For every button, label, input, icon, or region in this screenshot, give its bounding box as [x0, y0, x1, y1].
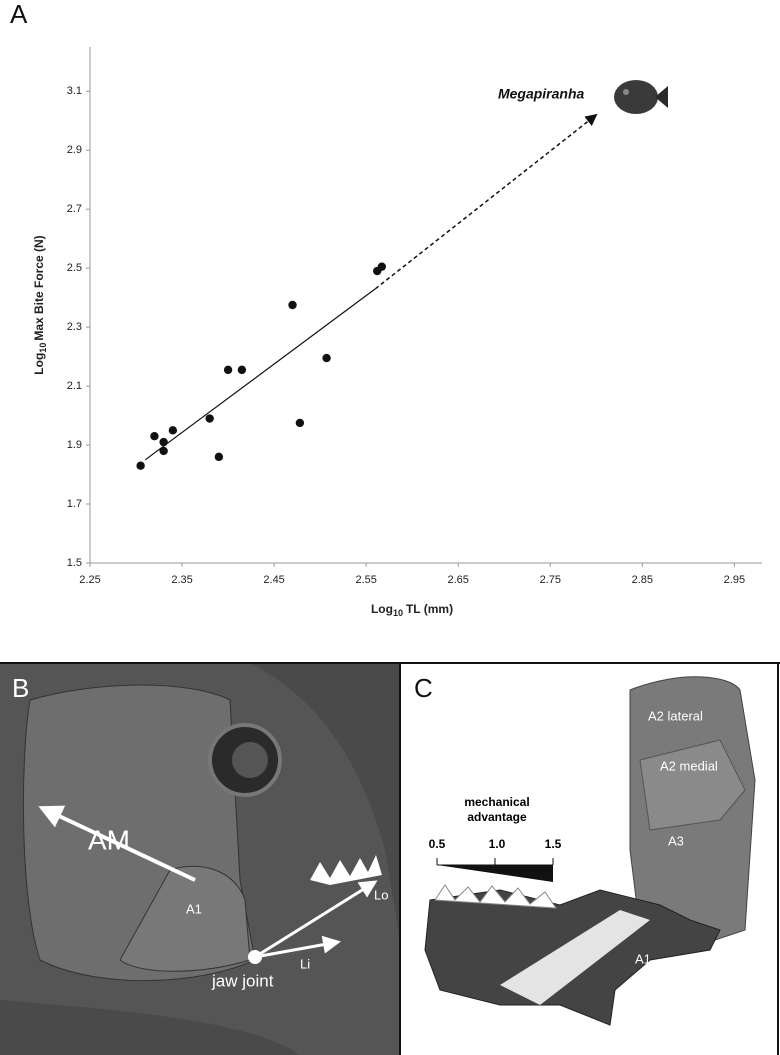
annotation-point [595, 114, 597, 116]
megapiranha-icon [614, 80, 668, 114]
x-label-main: Log [371, 602, 393, 616]
y-tick-label: 2.1 [67, 380, 82, 392]
y-tick-label: 2.9 [67, 144, 82, 156]
muscle-label: A2 medial [660, 758, 718, 773]
y-tick-label: 2.7 [67, 203, 82, 215]
y-tick-label: 1.7 [67, 498, 82, 510]
lever-label: Lo [374, 887, 388, 902]
data-point [377, 262, 387, 271]
x-tick-label: 2.95 [724, 574, 745, 586]
data-point [136, 461, 145, 470]
x-tick-label: 2.25 [79, 574, 100, 586]
panel-b: B AM A1 Lo Li jaw joint [0, 663, 400, 1055]
data-point [150, 432, 159, 441]
x-tick-label: 2.75 [540, 574, 561, 586]
y-axis-label: Log10 Max Bite Force (N) [32, 235, 48, 374]
extrapolation-line [374, 113, 598, 290]
y-tick-label: 3.1 [67, 85, 82, 97]
lever-label: Li [300, 956, 310, 971]
x-tick-label: 2.85 [632, 574, 653, 586]
y-tick-label: 1.5 [67, 557, 82, 569]
scatter-chart: 1.5 1.7 1.9 2.1 2.3 2.5 2.7 2.9 3.1 2.25 2.35 2.45 2… [67, 47, 762, 586]
y-label-rest: Max Bite Force (N) [32, 235, 46, 340]
data-point [168, 426, 178, 435]
x-tick-label: 2.65 [448, 574, 469, 586]
y-label-main: Log [32, 353, 46, 375]
y-tick-label: 1.9 [67, 439, 82, 451]
scale-tick: 1.0 [489, 837, 506, 851]
scale-tick: 0.5 [429, 837, 446, 851]
data-point [159, 446, 168, 456]
scale-title: mechanical [464, 795, 529, 809]
panel-label: B [12, 673, 29, 703]
data-point [214, 452, 224, 462]
annotation-label: Megapiranha [498, 86, 585, 102]
data-point [205, 414, 214, 423]
scale-title: advantage [467, 810, 527, 824]
scale-tick: 1.5 [545, 837, 562, 851]
panel-c: C A2 lateral A2 medial A3 A1 mechanical … [400, 663, 780, 1055]
trend-line [144, 288, 376, 461]
data-point [295, 418, 305, 428]
muscle-label: A3 [668, 833, 684, 848]
x-tick-label: 2.55 [355, 574, 376, 586]
y-tick-label: 2.5 [67, 262, 82, 274]
y-tick-label: 2.3 [67, 321, 82, 333]
data-point [237, 365, 247, 375]
x-label-rest: TL (mm) [406, 602, 453, 616]
data-point [159, 437, 168, 447]
x-tick-label: 2.45 [263, 574, 284, 586]
joint-label: jaw joint [211, 971, 274, 990]
muscle-label: A1 [635, 951, 651, 966]
muscle-label: A1 [186, 901, 202, 916]
data-point [322, 353, 331, 363]
data-point [223, 365, 233, 375]
panel-label: C [414, 673, 433, 703]
x-tick-label: 2.35 [171, 574, 192, 586]
data-point [288, 300, 297, 310]
y-label-sub: 10 [38, 343, 48, 353]
panel-label: A [10, 0, 28, 29]
x-axis-label: Log10 TL (mm) [371, 602, 453, 618]
muscle-label: A2 lateral [648, 708, 703, 723]
muscle-label: AM [88, 824, 130, 855]
x-label-sub: 10 [393, 608, 403, 618]
